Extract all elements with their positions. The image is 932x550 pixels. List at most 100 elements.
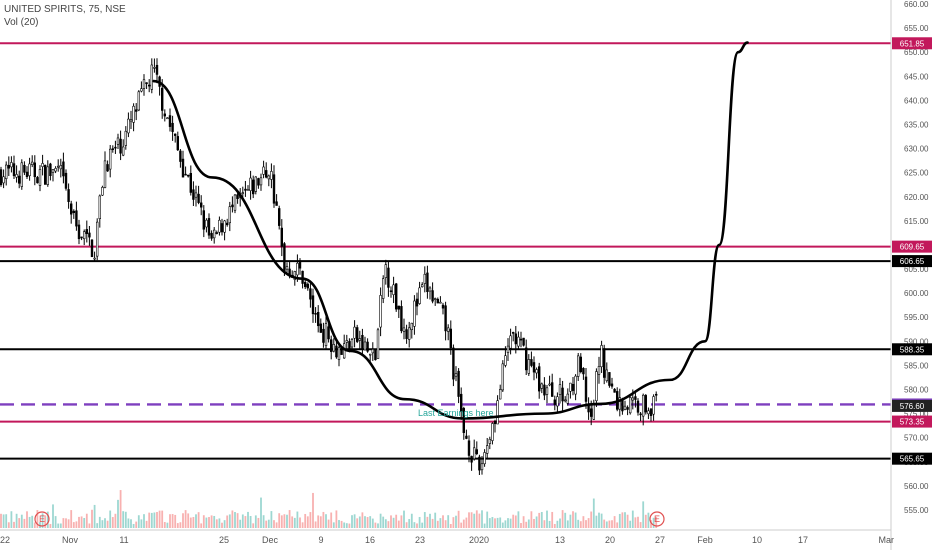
- candle-body: [530, 359, 533, 366]
- candle-body: [454, 373, 458, 377]
- volume-bar: [361, 512, 364, 528]
- volume-bar: [221, 522, 223, 528]
- candle-body: [350, 339, 354, 348]
- volume-bar: [616, 522, 619, 528]
- volume-bar: [223, 520, 226, 528]
- level-label-bg: [892, 415, 932, 428]
- candle-body: [98, 195, 102, 220]
- volume-bar: [637, 516, 639, 528]
- volume-bar: [166, 522, 169, 528]
- volume-bar: [137, 515, 140, 528]
- volume-bar: [377, 523, 379, 528]
- candle-body: [33, 162, 37, 178]
- volume-bar: [330, 512, 333, 528]
- candle-body: [135, 109, 138, 112]
- level-label-text: 573.35: [900, 418, 925, 427]
- candle-body: [233, 194, 237, 211]
- volume-bar: [436, 520, 439, 528]
- volume-bar: [543, 520, 546, 528]
- candle-body: [267, 175, 270, 180]
- volume-bar: [533, 518, 535, 528]
- volume-bar: [319, 516, 322, 528]
- earnings-marker-2-label: E: [654, 514, 660, 524]
- price-axis[interactable]: 555.00560.00565.00570.00575.00580.00585.…: [904, 0, 929, 515]
- level-lines: [0, 42, 891, 460]
- volume-bar: [582, 516, 585, 528]
- candle-body: [179, 150, 182, 162]
- volume-bar: [650, 520, 652, 528]
- candle-body: [496, 400, 499, 425]
- volume-bar: [101, 520, 104, 528]
- candle-body: [452, 347, 455, 380]
- volume-bar: [117, 499, 119, 528]
- volume-bar: [249, 516, 252, 528]
- candle-body: [189, 172, 192, 193]
- volume-bar: [470, 512, 473, 528]
- candle-body: [155, 64, 159, 75]
- candle-body: [17, 175, 21, 184]
- volume-bar: [161, 510, 164, 528]
- volume-bar: [200, 523, 203, 528]
- volume-bar: [67, 519, 70, 528]
- volume-bar: [405, 522, 408, 528]
- candle-body: [275, 201, 278, 206]
- volume-bar: [153, 512, 156, 528]
- candle-body: [595, 371, 598, 402]
- volume-bar: [299, 517, 301, 528]
- candle-body: [483, 452, 486, 465]
- price-tick-label: 590.00: [904, 337, 929, 346]
- volume-bar: [514, 515, 517, 528]
- volume-bar: [655, 517, 658, 528]
- volume-bar: [254, 515, 257, 528]
- volume-bar: [309, 512, 312, 528]
- volume-bar: [499, 517, 502, 528]
- volume-bar: [444, 520, 447, 528]
- candle-body: [213, 229, 216, 239]
- volume-bar: [46, 511, 49, 528]
- volume-bar: [111, 517, 114, 528]
- candle-body: [561, 387, 564, 402]
- candle-body: [626, 407, 629, 410]
- candle-body: [423, 273, 426, 284]
- volume-bar: [325, 514, 327, 528]
- volume-bar: [564, 512, 567, 528]
- candle-body: [142, 79, 146, 89]
- candle-body: [470, 455, 473, 463]
- volume-bar: [72, 522, 75, 528]
- volume-bar: [496, 517, 499, 528]
- candle-body: [556, 396, 559, 407]
- volume-bar: [460, 522, 463, 528]
- candle-body: [472, 447, 476, 460]
- volume-bar: [226, 515, 229, 528]
- candle-body: [197, 193, 200, 203]
- candle-body: [67, 189, 70, 202]
- candle-body: [639, 413, 642, 416]
- candle-body: [226, 222, 229, 226]
- volume-bar: [296, 511, 299, 528]
- volume-bar: [577, 519, 580, 528]
- volume-bar: [556, 520, 559, 528]
- candle-body: [621, 399, 624, 412]
- candle-body: [641, 394, 645, 417]
- volume-bar: [106, 520, 109, 528]
- candle-body: [374, 349, 377, 361]
- volume-bar: [218, 518, 221, 528]
- candle-body: [358, 338, 361, 341]
- volume-bar: [210, 515, 213, 528]
- candle-body: [366, 341, 369, 352]
- volume-bar: [145, 520, 148, 528]
- volume-indicator-label[interactable]: Vol (20): [4, 17, 39, 28]
- candle-body: [72, 210, 76, 214]
- volume-bar: [10, 511, 13, 528]
- candle-body: [608, 372, 611, 386]
- volume-bar: [395, 514, 398, 528]
- candle-body: [600, 345, 603, 368]
- candle-body: [10, 162, 13, 168]
- volume-bar: [457, 510, 460, 528]
- candle-body: [491, 423, 494, 441]
- symbol-title[interactable]: UNITED SPIRITS, 75, NSE: [4, 4, 126, 15]
- time-axis[interactable]: 22 Nov 11 25 Dec 9 16 23 2020 13 20 27 Feb 10 17 Mar: [0, 535, 894, 545]
- candle-body: [187, 174, 190, 177]
- candle-body: [254, 176, 257, 192]
